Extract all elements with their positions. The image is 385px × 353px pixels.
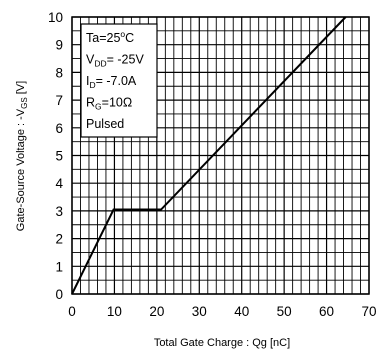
condition-main: Pulsed — [86, 117, 124, 131]
y-axis-title-main: Gate-Source Voltage : -V — [15, 108, 27, 231]
y-tick-label: 1 — [55, 259, 63, 274]
y-tick-label: 3 — [55, 204, 63, 219]
condition-line: ID= -7.0A — [86, 74, 137, 90]
condition-main: R — [86, 96, 95, 110]
y-tick-label: 7 — [55, 93, 63, 108]
condition-sub: G — [95, 102, 102, 112]
y-tick-label: 6 — [55, 121, 63, 136]
y-tick-label: 9 — [55, 38, 63, 53]
y-tick-label: 0 — [55, 287, 63, 302]
condition-rest: = -7.0A — [96, 74, 137, 88]
y-axis-title-unit: [V] — [15, 81, 27, 98]
condition-rest: C — [125, 31, 134, 45]
x-tick-label: 20 — [149, 304, 164, 319]
x-tick-label: 70 — [361, 304, 376, 319]
y-tick-label: 10 — [48, 10, 63, 25]
conditions-box-frame — [80, 23, 158, 138]
y-tick-label: 5 — [55, 149, 63, 164]
x-tick-label: 40 — [234, 304, 249, 319]
y-axis-title: Gate-Source Voltage : -VGS [V] — [15, 81, 29, 231]
condition-main: Ta=25 — [86, 31, 120, 45]
y-tick-label: 8 — [55, 65, 63, 80]
x-tick-label: 50 — [277, 304, 292, 319]
condition-main: I — [86, 74, 89, 88]
x-tick-label: 10 — [107, 304, 122, 319]
x-axis-title: Total Gate Charge : Qg [nC] — [154, 337, 290, 349]
condition-line: VDD= -25V — [86, 53, 144, 69]
condition-line: RG=10Ω — [86, 96, 132, 112]
x-tick-label: 60 — [319, 304, 334, 319]
tick-labels: 0 10 20 30 40 50 60 70 0 1 2 3 4 5 6 7 8 9 10 — [48, 10, 377, 319]
plot-frame — [71, 16, 370, 295]
y-axis-title-sub: GS — [20, 97, 29, 109]
condition-line: Pulsed — [86, 117, 124, 131]
condition-rest: =10Ω — [102, 96, 133, 110]
condition-line: Ta=25oC — [86, 29, 134, 45]
condition-rest: = -25V — [107, 53, 145, 67]
x-tick-label: 0 — [68, 304, 76, 319]
x-tick-label: 30 — [192, 304, 207, 319]
condition-sup: o — [120, 29, 125, 39]
condition-sub: D — [89, 80, 95, 90]
series-line-0 — [71, 16, 347, 295]
condition-main: V — [86, 53, 95, 67]
y-tick-label: 2 — [55, 232, 63, 247]
y-tick-label: 4 — [55, 176, 63, 191]
condition-sub: DD — [94, 59, 106, 69]
